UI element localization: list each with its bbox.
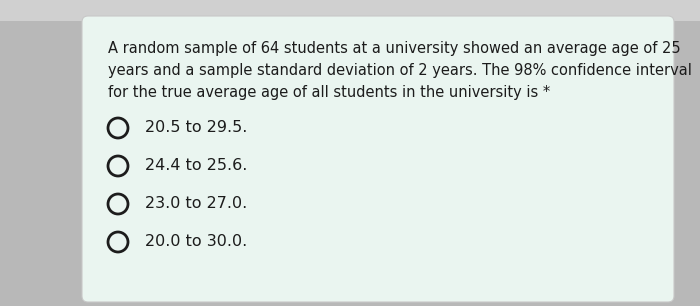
Text: 20.0 to 30.0.: 20.0 to 30.0. xyxy=(145,234,247,249)
Bar xyxy=(0,0,700,21)
Text: 23.0 to 27.0.: 23.0 to 27.0. xyxy=(145,196,247,211)
Text: 20.5 to 29.5.: 20.5 to 29.5. xyxy=(145,121,247,136)
Text: for the true average age of all students in the university is *: for the true average age of all students… xyxy=(108,85,550,100)
Text: years and a sample standard deviation of 2 years. The 98% confidence interval: years and a sample standard deviation of… xyxy=(108,63,692,78)
Text: 24.4 to 25.6.: 24.4 to 25.6. xyxy=(145,159,247,174)
FancyBboxPatch shape xyxy=(82,16,674,302)
Text: A random sample of 64 students at a university showed an average age of 25: A random sample of 64 students at a univ… xyxy=(108,41,680,56)
